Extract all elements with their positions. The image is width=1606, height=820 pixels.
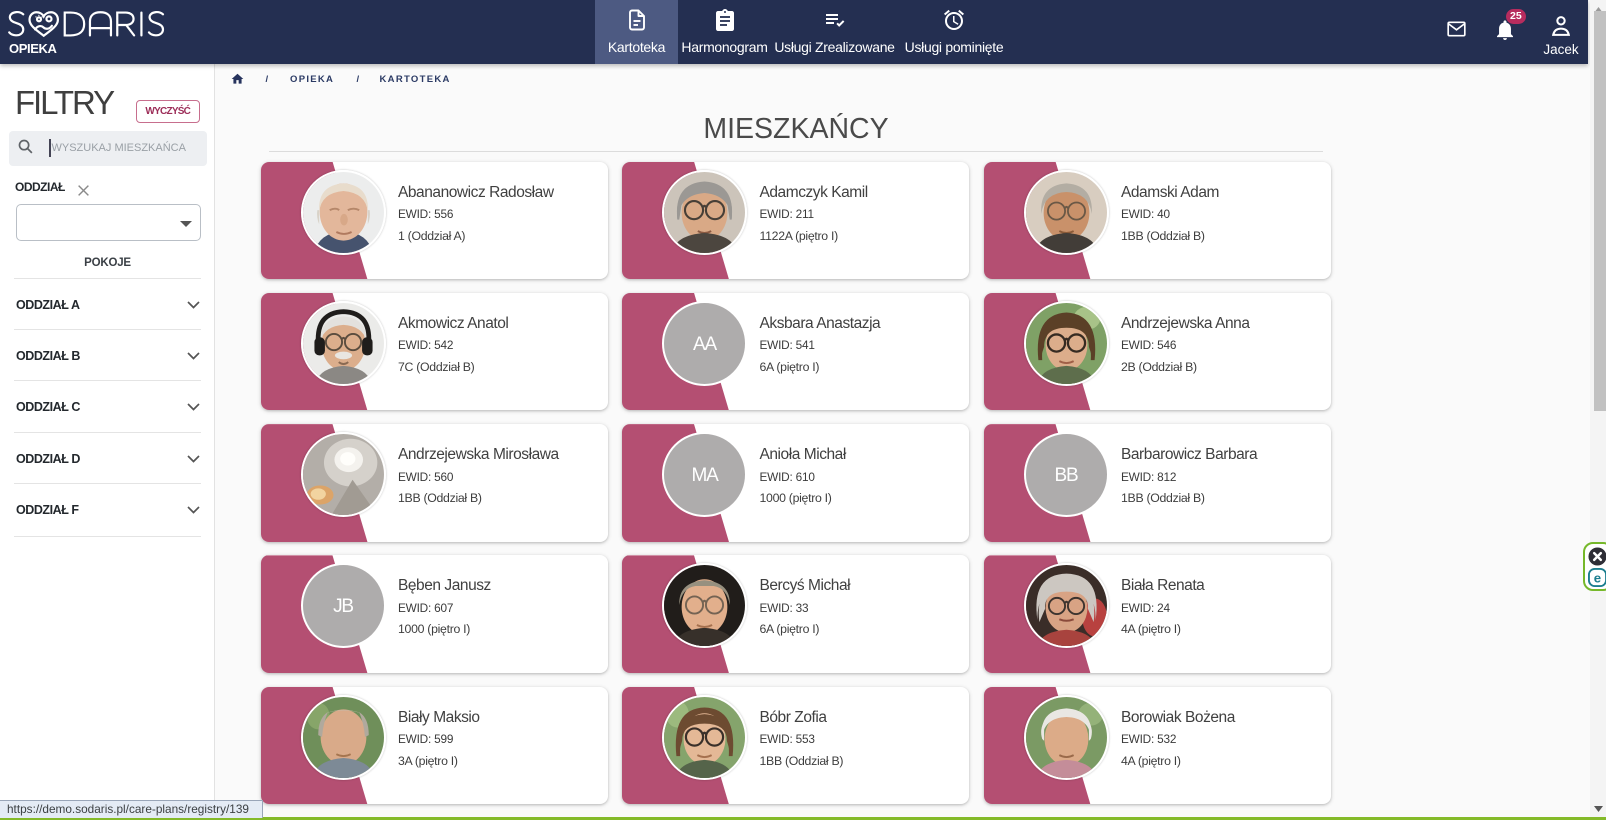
svg-text:e: e — [1594, 570, 1601, 585]
